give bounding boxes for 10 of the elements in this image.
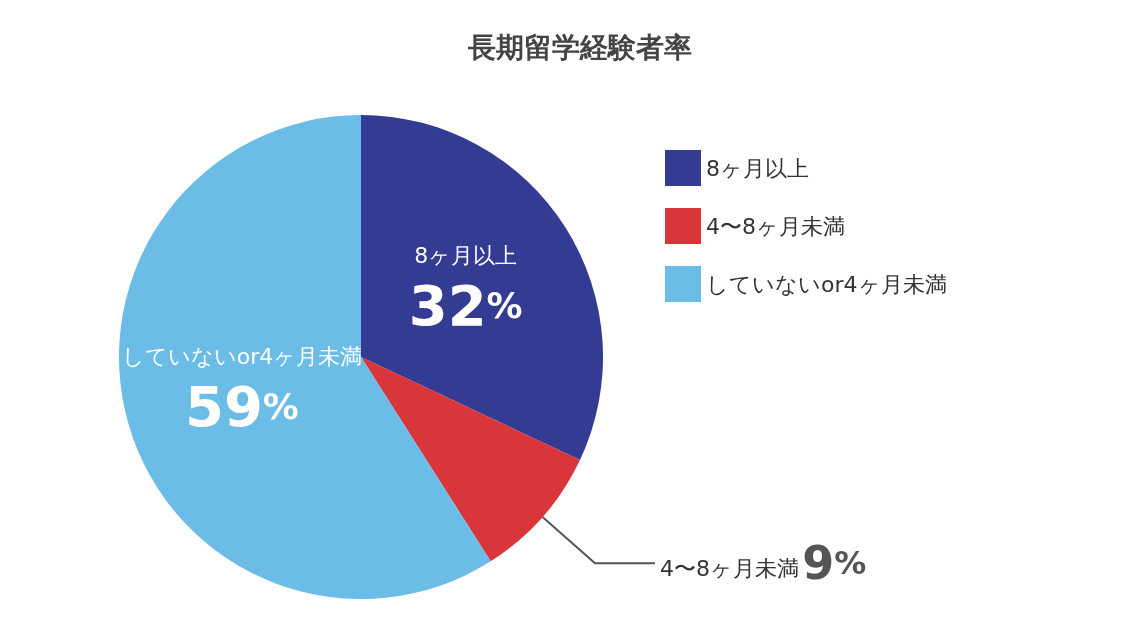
legend-label: していないor4ヶ月未満 bbox=[706, 271, 947, 297]
data-label: 9% bbox=[802, 536, 867, 591]
chart-title: 長期留学経験者率 bbox=[467, 30, 692, 64]
slice-label: 4〜8ヶ月未満 bbox=[660, 555, 800, 581]
data-label: 32% bbox=[408, 273, 523, 339]
legend-label: 4〜8ヶ月未満 bbox=[706, 213, 845, 239]
slice-label: 8ヶ月以上 bbox=[414, 243, 518, 269]
legend-label: 8ヶ月以上 bbox=[706, 155, 809, 181]
slice-label: していないor4ヶ月未満 bbox=[121, 344, 363, 370]
data-label: 59% bbox=[184, 374, 299, 440]
